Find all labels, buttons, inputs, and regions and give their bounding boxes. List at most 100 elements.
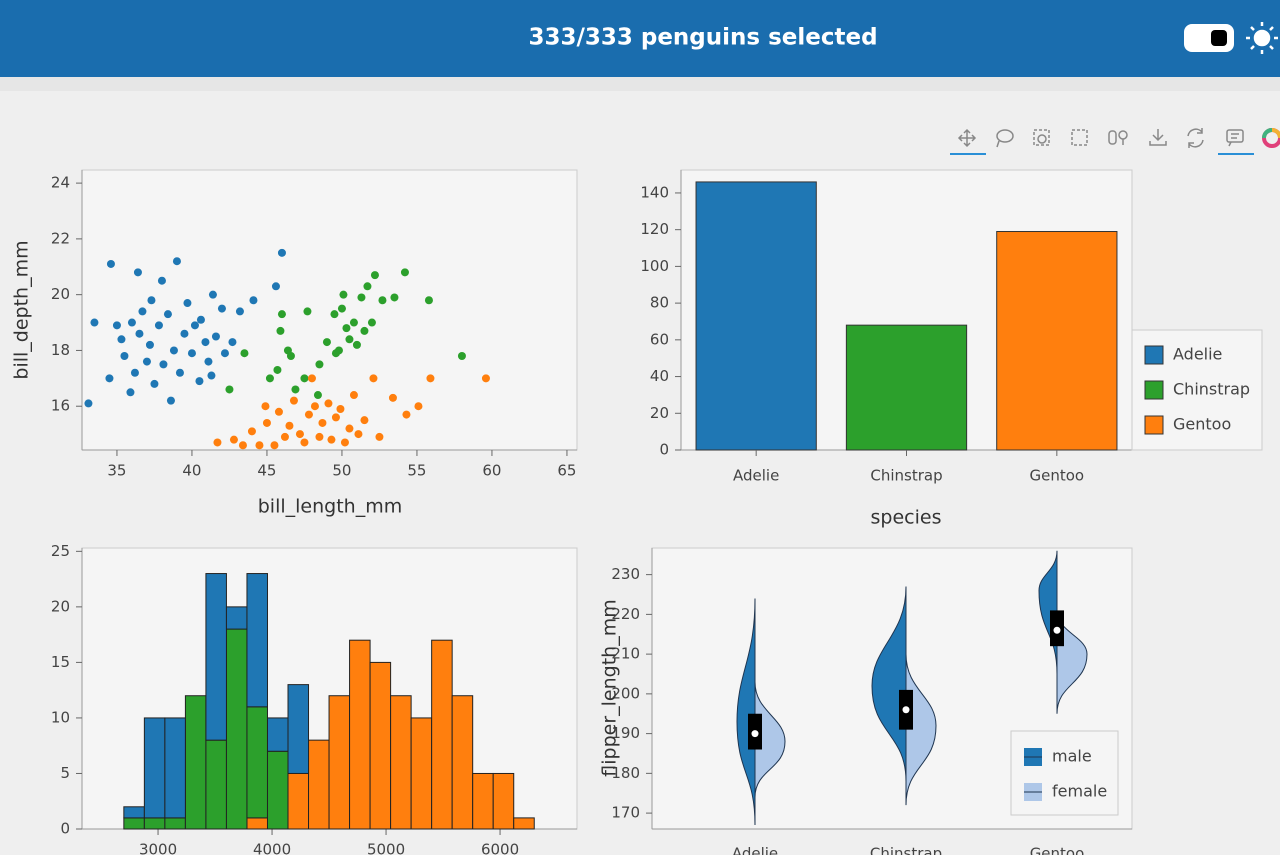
scatter-point <box>183 299 192 308</box>
scatter-point <box>133 268 142 277</box>
histogram-bar <box>513 817 535 830</box>
x-tick-label: Adelie <box>733 467 779 485</box>
scatter-point <box>169 346 178 355</box>
scatter-point <box>261 402 270 411</box>
scatter-point <box>331 349 340 358</box>
y-tick-label: 230 <box>611 565 640 583</box>
scatter-point <box>390 293 399 302</box>
x-tick-label: 40 <box>182 462 201 480</box>
y-tick-label: 5 <box>60 764 70 782</box>
histogram-bar <box>246 817 268 830</box>
x-tick-label: Chinstrap <box>870 845 942 855</box>
scatter-point <box>300 438 309 447</box>
pan-tool[interactable] <box>950 128 986 155</box>
scatter-point <box>342 324 351 333</box>
scatter-point <box>211 332 220 341</box>
scatter-point <box>157 276 166 285</box>
scatter-point <box>180 329 189 338</box>
scatter-point <box>117 335 126 344</box>
scatter-point <box>313 391 322 400</box>
histogram-bar <box>349 639 371 830</box>
scatter-point <box>331 413 340 422</box>
histogram-bar <box>492 772 515 830</box>
x-tick-label: 35 <box>107 462 126 480</box>
scatter-point <box>322 338 331 347</box>
scatter-point <box>240 349 249 358</box>
scatter-point <box>315 360 324 369</box>
theme-toggle[interactable] <box>1184 24 1234 52</box>
x-tick-label: 3000 <box>139 841 177 855</box>
box-select-tool[interactable] <box>1071 129 1088 146</box>
scatter-point <box>357 293 366 302</box>
histogram-bar <box>266 717 289 752</box>
scatter-point <box>426 374 435 383</box>
histogram-bar <box>410 717 433 830</box>
scatter-point <box>274 407 283 416</box>
violin-median <box>751 730 759 738</box>
scatter-point <box>337 304 346 313</box>
scatter-point <box>286 352 295 361</box>
scatter-point <box>229 435 238 444</box>
scatter-point <box>265 374 274 383</box>
scatter-point <box>363 282 372 291</box>
scatter-point <box>280 432 289 441</box>
scatter-point <box>354 430 363 439</box>
violin-median <box>902 706 910 714</box>
y-tick-label: 60 <box>650 330 669 348</box>
y-tick-label: 22 <box>51 229 70 247</box>
x-tick-label: Adelie <box>732 845 778 855</box>
bar <box>996 231 1118 451</box>
x-tick-label: Chinstrap <box>870 467 942 485</box>
scatter-point <box>367 318 376 327</box>
scatter-point <box>336 405 345 414</box>
y-tick-label: 190 <box>611 724 640 742</box>
reset-zoom-tool[interactable] <box>1108 130 1128 145</box>
sun-icon[interactable] <box>1246 22 1278 54</box>
y-tick-label: 220 <box>611 605 640 623</box>
x-tick-label: 4000 <box>253 841 291 855</box>
legend-label: Adelie <box>1173 345 1222 364</box>
scatter-point <box>327 435 336 444</box>
save-tool[interactable] <box>1149 129 1167 146</box>
scatter-point <box>207 371 216 380</box>
scatter-point <box>273 365 282 374</box>
scatter-point <box>424 296 433 305</box>
y-tick-label: 140 <box>640 183 669 201</box>
y-tick-label: 25 <box>51 542 70 560</box>
scatter-point <box>120 352 129 361</box>
bar <box>845 324 968 451</box>
legend-label: Chinstrap <box>1173 380 1250 399</box>
hover-tool[interactable] <box>1218 129 1254 155</box>
scatter-point <box>307 374 316 383</box>
legend-box <box>1010 730 1119 816</box>
x-tick-label: 6000 <box>481 841 519 855</box>
y-tick-label: 15 <box>51 653 70 671</box>
scatter-point <box>159 360 168 369</box>
y-tick-label: 0 <box>659 441 669 459</box>
scatter-point <box>208 290 217 299</box>
histogram-bar <box>164 817 186 830</box>
scatter-point <box>414 402 423 411</box>
scatter-point <box>378 296 387 305</box>
scatter-point <box>187 349 196 358</box>
lasso-tool[interactable] <box>996 129 1014 148</box>
scatter-point <box>291 385 300 394</box>
scatter-point <box>310 402 319 411</box>
scatter-point <box>369 374 378 383</box>
reset-tool[interactable] <box>1187 128 1204 148</box>
scatter-point <box>277 310 286 319</box>
zoom-tool[interactable] <box>1033 129 1050 146</box>
scatter-point <box>318 418 327 427</box>
scatter-point <box>175 368 184 377</box>
histogram-bar <box>123 806 145 819</box>
scatter-point <box>388 393 397 402</box>
scatter-point <box>262 418 271 427</box>
y-tick-label: 200 <box>611 684 640 702</box>
scatter-point <box>330 310 339 319</box>
y-tick-label: 40 <box>650 367 669 385</box>
violin-half <box>754 681 786 798</box>
histogram-bar <box>143 817 166 830</box>
x-axis-label: species <box>871 507 942 529</box>
x-tick-label: 55 <box>407 462 426 480</box>
